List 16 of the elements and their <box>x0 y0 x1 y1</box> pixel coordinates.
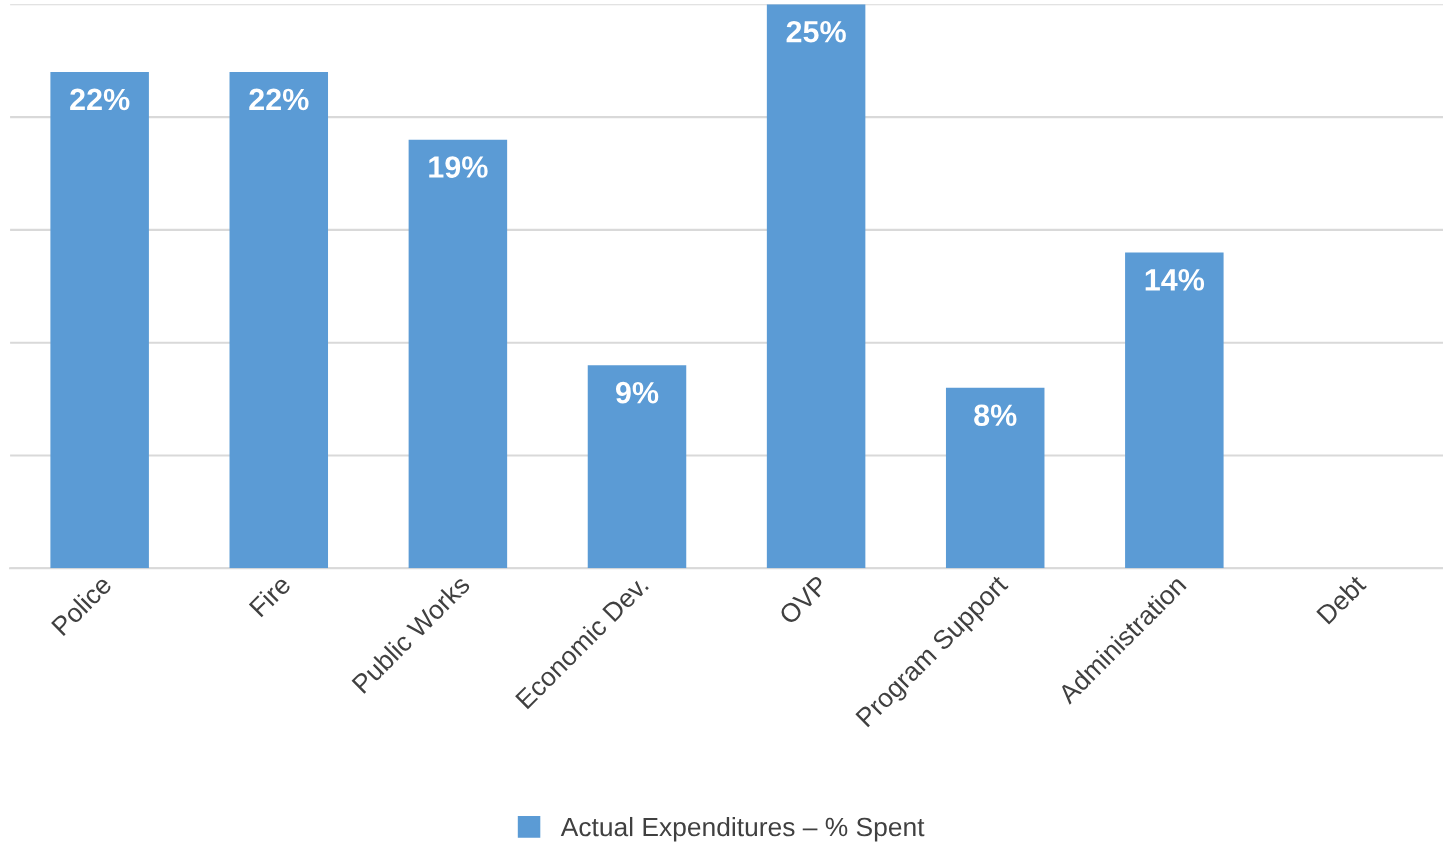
bar <box>587 365 687 569</box>
bar <box>1125 252 1224 569</box>
bar <box>945 387 1045 569</box>
data-label: 9% <box>615 381 659 404</box>
x-tick-label: Fire <box>248 573 292 618</box>
data-label: 22% <box>249 88 309 111</box>
bar <box>408 139 508 569</box>
legend-label: Actual Expenditures – % Spent <box>560 816 925 842</box>
data-label: 25% <box>786 20 846 43</box>
data-label: 19% <box>429 156 488 178</box>
bar <box>229 71 329 569</box>
bar <box>766 4 866 569</box>
data-label: 22% <box>70 88 130 111</box>
data-label: 14% <box>1145 269 1205 291</box>
bar <box>50 71 149 569</box>
data-label: 8% <box>974 404 1017 427</box>
